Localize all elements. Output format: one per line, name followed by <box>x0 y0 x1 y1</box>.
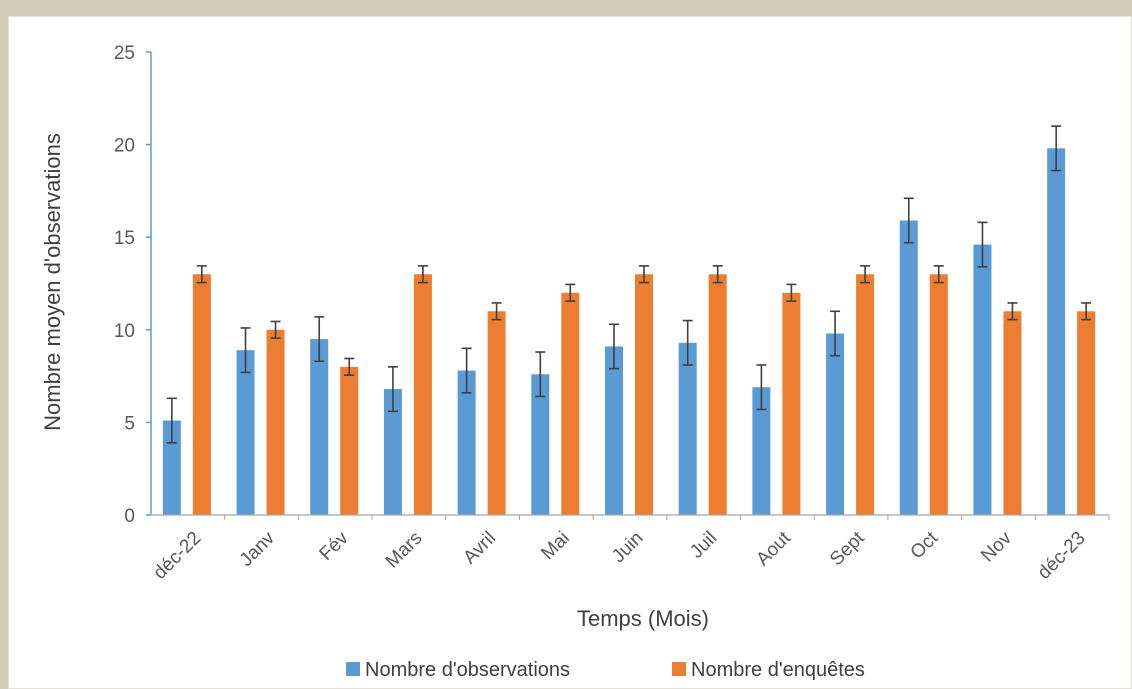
error-bars <box>166 125 1092 444</box>
x-tick-label: Oct <box>907 527 943 563</box>
bars <box>162 148 1096 516</box>
y-axis-ticks: 0 5 10 15 20 25 <box>114 43 151 527</box>
bar <box>752 387 771 515</box>
chart-frame: 0 5 10 15 20 25 déc-22 Janv Fév Mars Avril Mai Juin… <box>8 16 1132 689</box>
legend: Nombre d'observations Nombre d'enquêtes <box>346 659 865 681</box>
bar <box>782 292 801 515</box>
legend-swatch-observations <box>346 662 360 676</box>
bar <box>162 420 181 515</box>
axes <box>150 52 1109 516</box>
bar <box>561 292 580 515</box>
bar <box>973 244 992 515</box>
legend-swatch-enquetes <box>672 662 686 676</box>
bar <box>929 274 948 515</box>
x-tick-label: Mai <box>537 528 574 565</box>
x-tick-label: Mars <box>382 528 427 573</box>
bar <box>1077 311 1096 515</box>
x-tick-label: déc-23 <box>1034 528 1090 584</box>
y-tick-label: 25 <box>114 43 135 64</box>
bar <box>266 329 285 515</box>
y-tick-label: 20 <box>114 136 135 157</box>
bar <box>856 274 875 515</box>
x-tick-label: Aout <box>752 527 795 570</box>
x-tick-label: Juil <box>686 528 721 563</box>
bar <box>487 311 506 515</box>
bar <box>678 342 697 515</box>
bar-chart: 0 5 10 15 20 25 déc-22 Janv Fév Mars Avril Mai Juin… <box>40 43 1110 681</box>
x-tick-label: Fév <box>316 527 354 565</box>
bar <box>1003 311 1022 515</box>
y-tick-label: 15 <box>114 228 135 249</box>
bar <box>340 366 359 515</box>
x-axis-ticks: déc-22 Janv Fév Mars Avril Mai Juin Juil Aout Sep… <box>149 515 1110 584</box>
bar <box>708 274 727 515</box>
x-tick-label: Avril <box>459 528 500 569</box>
y-tick-label: 5 <box>124 413 135 434</box>
bar <box>310 339 329 515</box>
bar <box>826 333 845 515</box>
bar <box>899 220 918 516</box>
bar <box>531 374 550 515</box>
y-tick-label: 0 <box>124 506 135 527</box>
x-axis-title: Temps (Mois) <box>577 606 709 631</box>
bar <box>635 274 653 515</box>
y-axis-title: Nombre moyen d'observations <box>40 133 65 431</box>
x-tick-label: Juin <box>608 528 647 567</box>
x-tick-label: Janv <box>236 527 280 571</box>
y-tick-label: 10 <box>114 321 135 342</box>
x-tick-label: Nov <box>977 527 1016 566</box>
bar <box>236 350 255 515</box>
bar <box>457 370 476 515</box>
legend-label-observations: Nombre d'observations <box>365 659 570 681</box>
bar <box>1047 148 1066 515</box>
bar <box>383 389 402 515</box>
legend-label-enquetes: Nombre d'enquêtes <box>691 659 865 681</box>
bar <box>413 274 432 515</box>
bar <box>192 274 211 515</box>
bar <box>605 346 623 515</box>
x-tick-label: déc-22 <box>149 528 205 584</box>
x-tick-label: Sept <box>826 527 869 570</box>
